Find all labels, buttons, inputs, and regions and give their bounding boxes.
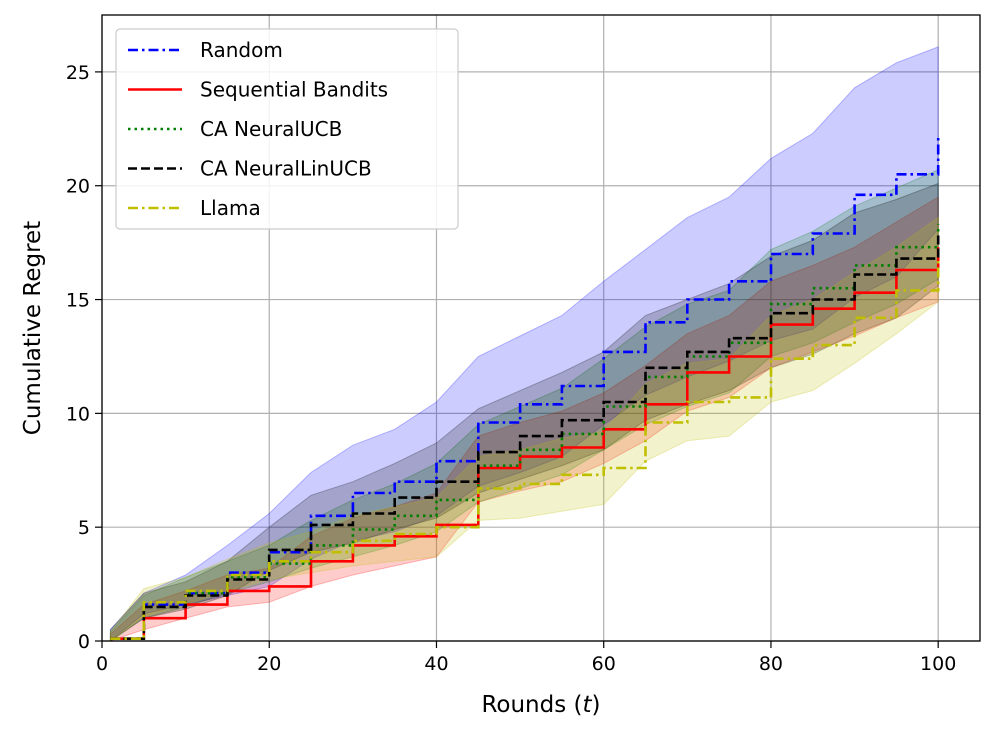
y-axis-label: Cumulative Regret [20,221,46,435]
y-tick-label: 5 [78,517,90,539]
x-tick-label: 40 [424,653,448,675]
y-tick-label: 10 [66,403,90,425]
series-lines [110,137,940,640]
legend-label-random: Random [200,38,283,62]
confidence-bands [109,46,939,641]
llama-line [110,258,940,640]
x-axis-ticks: 0 20 40 60 80 100 [96,641,956,675]
x-tick-label: 80 [759,653,783,675]
x-tick-label: 0 [96,653,108,675]
x-tick-label: 20 [257,653,281,675]
legend-label-sequential-bandits: Sequential Bandits [200,78,388,102]
plot-frame [101,14,981,642]
y-axis-ticks: 0 5 10 15 20 25 [66,62,102,653]
y-tick-label: 20 [66,176,90,198]
legend-box [115,28,459,230]
ca-neurallinucb-line [110,233,940,640]
x-tick-label: 60 [592,653,616,675]
y-tick-label: 25 [66,62,90,84]
y-tick-label: 15 [66,290,90,312]
x-axis-label: Rounds (t) [481,692,600,718]
x-axis-label-variable: t [583,692,593,718]
legend-label-ca-neuralucb: CA NeuralUCB [200,117,342,141]
legend-label-ca-neurallinucb: CA NeuralLinUCB [200,157,372,181]
legend: Random Sequential Bandits CA NeuralUCB CA N… [115,28,459,230]
random-line [110,137,940,640]
legend-label-llama: Llama [200,196,261,220]
y-tick-label: 0 [78,631,90,653]
x-tick-label: 100 [920,653,956,675]
